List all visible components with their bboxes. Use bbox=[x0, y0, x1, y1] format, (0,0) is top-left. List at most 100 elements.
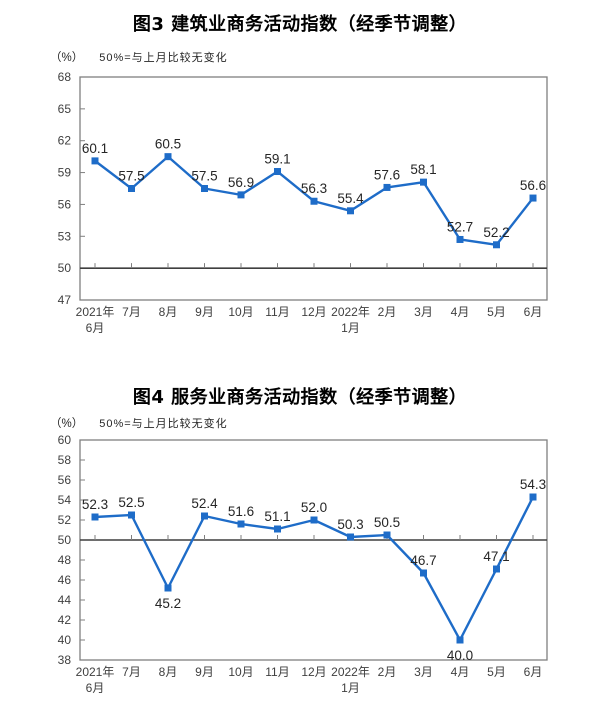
data-point-marker bbox=[310, 197, 318, 205]
data-point-marker bbox=[164, 584, 172, 592]
x-axis-tick-label: 1月 bbox=[341, 681, 360, 695]
data-point-marker bbox=[456, 636, 464, 644]
x-axis-tick-label: 11月 bbox=[265, 665, 289, 679]
data-point-marker bbox=[274, 168, 281, 176]
x-axis-tick-label: 1月 bbox=[341, 321, 360, 335]
data-point-label: 56.6 bbox=[520, 178, 546, 193]
data-point-label: 40.0 bbox=[447, 648, 473, 663]
data-point-label: 56.3 bbox=[301, 181, 327, 196]
data-point-label: 47.1 bbox=[483, 549, 509, 564]
data-point-marker bbox=[310, 516, 318, 524]
y-axis-tick-label: 56 bbox=[58, 473, 72, 487]
data-point-label: 50.5 bbox=[374, 515, 400, 530]
x-axis-tick-label: 9月 bbox=[195, 305, 214, 319]
data-point-marker bbox=[128, 511, 135, 519]
data-point-label: 58.1 bbox=[410, 162, 436, 177]
x-axis-tick-label: 2月 bbox=[378, 305, 397, 319]
y-axis-tick-label: 42 bbox=[58, 613, 72, 627]
y-axis-tick-label: 38 bbox=[58, 653, 72, 667]
x-axis-tick-label: 4月 bbox=[451, 665, 470, 679]
y-axis-tick-label: 65 bbox=[58, 102, 72, 116]
data-point-marker bbox=[456, 235, 464, 243]
x-axis-tick-label: 12月 bbox=[301, 305, 326, 319]
data-point-marker bbox=[347, 207, 354, 215]
y-axis-tick-label: 47 bbox=[58, 293, 72, 307]
data-point-label: 52.7 bbox=[447, 219, 473, 234]
data-point-marker bbox=[347, 533, 354, 541]
y-axis-tick-label: 58 bbox=[58, 453, 72, 467]
data-point-label: 57.5 bbox=[118, 169, 144, 184]
data-point-marker bbox=[91, 513, 99, 521]
data-point-label: 59.1 bbox=[264, 152, 290, 167]
y-axis-tick-label: 60 bbox=[58, 435, 72, 447]
figure4-note: 50%=与上月比较无变化 bbox=[99, 418, 228, 430]
data-point-label: 52.2 bbox=[483, 225, 509, 240]
figure3-line-plot: 47 50 53 56 59 62 65 68 60.1 57.5 60.5 57.5 56.9 59.1… bbox=[58, 70, 548, 335]
data-point-marker bbox=[91, 157, 99, 165]
x-axis-tick-label: 6月 bbox=[524, 665, 543, 679]
x-axis-tick-label: 2022年 bbox=[331, 665, 370, 679]
figure3-note: 50%=与上月比较无变化 bbox=[99, 52, 228, 64]
data-point-marker bbox=[493, 241, 500, 249]
x-axis-tick-label: 6月 bbox=[86, 321, 105, 335]
x-axis-tick-label: 3月 bbox=[414, 665, 433, 679]
x-axis-tick-label: 8月 bbox=[159, 305, 178, 319]
data-point-marker bbox=[383, 531, 391, 539]
data-point-marker bbox=[128, 185, 135, 192]
data-point-marker bbox=[237, 191, 245, 199]
data-point-label: 60.5 bbox=[155, 137, 181, 152]
x-axis-tick-label: 7月 bbox=[122, 665, 141, 679]
data-point-label: 55.4 bbox=[337, 191, 364, 206]
x-axis-tick-label: 10月 bbox=[228, 665, 253, 679]
figure4-axis-note-row: （%） 50%=与上月比较无变化 bbox=[50, 415, 228, 431]
y-axis-tick-label: 40 bbox=[58, 633, 72, 647]
x-axis-tick-label: 3月 bbox=[414, 305, 433, 319]
x-axis-tick-label: 6月 bbox=[86, 681, 105, 695]
data-point-marker bbox=[420, 178, 427, 186]
y-axis-tick-label: 53 bbox=[58, 229, 72, 243]
data-point-marker bbox=[274, 525, 281, 533]
data-point-label: 52.4 bbox=[191, 496, 218, 511]
data-point-label: 51.6 bbox=[228, 504, 254, 519]
data-point-marker bbox=[383, 183, 391, 191]
x-axis-tick-label: 6月 bbox=[524, 305, 543, 319]
plot-border bbox=[79, 76, 548, 301]
data-point-marker bbox=[201, 512, 208, 520]
plot-border bbox=[79, 439, 548, 661]
y-axis-tick-label: 68 bbox=[58, 70, 72, 84]
y-axis-tick-label: 48 bbox=[58, 553, 72, 567]
x-axis-tick-label: 2022年 bbox=[331, 305, 370, 319]
x-axis-tick-label: 8月 bbox=[159, 665, 178, 679]
x-axis-tick-label: 7月 bbox=[122, 305, 141, 319]
y-axis-tick-label: 52 bbox=[58, 513, 72, 527]
figure4-line-plot: 38 40 42 44 46 48 50 52 54 56 58 60 52.3 52.5 45.2 52.4… bbox=[58, 435, 548, 695]
y-axis-tick-label: 54 bbox=[58, 493, 72, 507]
data-point-label: 52.0 bbox=[301, 500, 327, 515]
data-point-label: 51.1 bbox=[264, 509, 290, 524]
figure3-construction-pmi-chart: 图3 建筑业商务活动指数（经季节调整） （%） 50%=与上月比较无变化 47 5… bbox=[50, 14, 548, 335]
x-axis-tick-label: 2月 bbox=[378, 665, 397, 679]
data-point-label: 54.3 bbox=[520, 477, 546, 492]
figure4-title: 图4 服务业商务活动指数（经季节调整） bbox=[132, 387, 468, 408]
data-point-marker bbox=[493, 565, 500, 573]
x-axis-tick-label: 2021年 bbox=[76, 665, 115, 679]
data-point-label: 52.5 bbox=[118, 495, 144, 510]
y-axis-tick-label: 56 bbox=[58, 197, 72, 211]
x-axis-tick-label: 5月 bbox=[487, 305, 506, 319]
data-point-label: 56.9 bbox=[228, 175, 254, 190]
figure3-unit-label: （%） bbox=[50, 52, 84, 64]
data-point-marker bbox=[201, 185, 208, 192]
y-axis-tick-label: 59 bbox=[58, 166, 72, 180]
x-axis-tick-label: 11月 bbox=[265, 305, 289, 319]
x-axis-tick-label: 5月 bbox=[487, 665, 506, 679]
data-point-marker bbox=[529, 194, 537, 202]
figure4-unit-label: （%） bbox=[50, 418, 84, 430]
y-axis-tick-label: 46 bbox=[58, 573, 72, 587]
x-axis-tick-label: 4月 bbox=[451, 305, 470, 319]
data-point-marker bbox=[420, 569, 427, 577]
data-point-label: 46.7 bbox=[410, 553, 436, 568]
data-point-marker bbox=[237, 520, 245, 528]
figure3-axis-note-row: （%） 50%=与上月比较无变化 bbox=[50, 49, 228, 65]
data-point-label: 60.1 bbox=[82, 141, 108, 156]
x-axis-tick-label: 9月 bbox=[195, 665, 214, 679]
